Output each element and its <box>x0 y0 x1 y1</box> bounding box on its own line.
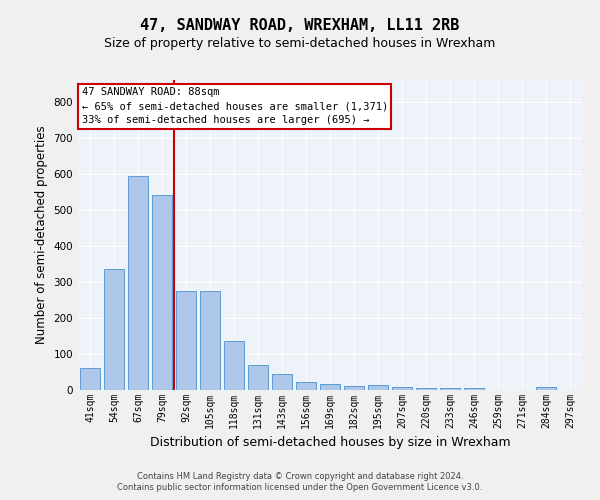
Bar <box>464 388 484 390</box>
X-axis label: Distribution of semi-detached houses by size in Wrexham: Distribution of semi-detached houses by … <box>149 436 511 450</box>
Bar <box>368 386 388 390</box>
Text: Size of property relative to semi-detached houses in Wrexham: Size of property relative to semi-detach… <box>104 38 496 51</box>
Bar <box>80 368 100 390</box>
Bar <box>392 387 412 390</box>
Bar <box>224 342 244 390</box>
Bar <box>440 388 460 390</box>
Bar <box>416 388 436 390</box>
Text: Contains HM Land Registry data © Crown copyright and database right 2024.: Contains HM Land Registry data © Crown c… <box>137 472 463 481</box>
Text: Contains public sector information licensed under the Open Government Licence v3: Contains public sector information licen… <box>118 484 482 492</box>
Bar <box>176 291 196 390</box>
Bar <box>320 384 340 390</box>
Bar <box>128 176 148 390</box>
Bar <box>152 196 172 390</box>
Bar <box>248 366 268 390</box>
Bar <box>272 374 292 390</box>
Bar <box>536 387 556 390</box>
Bar <box>200 291 220 390</box>
Text: 47, SANDWAY ROAD, WREXHAM, LL11 2RB: 47, SANDWAY ROAD, WREXHAM, LL11 2RB <box>140 18 460 32</box>
Y-axis label: Number of semi-detached properties: Number of semi-detached properties <box>35 126 48 344</box>
Text: 47 SANDWAY ROAD: 88sqm
← 65% of semi-detached houses are smaller (1,371)
33% of : 47 SANDWAY ROAD: 88sqm ← 65% of semi-det… <box>82 87 388 125</box>
Bar <box>344 386 364 390</box>
Bar <box>296 382 316 390</box>
Bar <box>104 269 124 390</box>
